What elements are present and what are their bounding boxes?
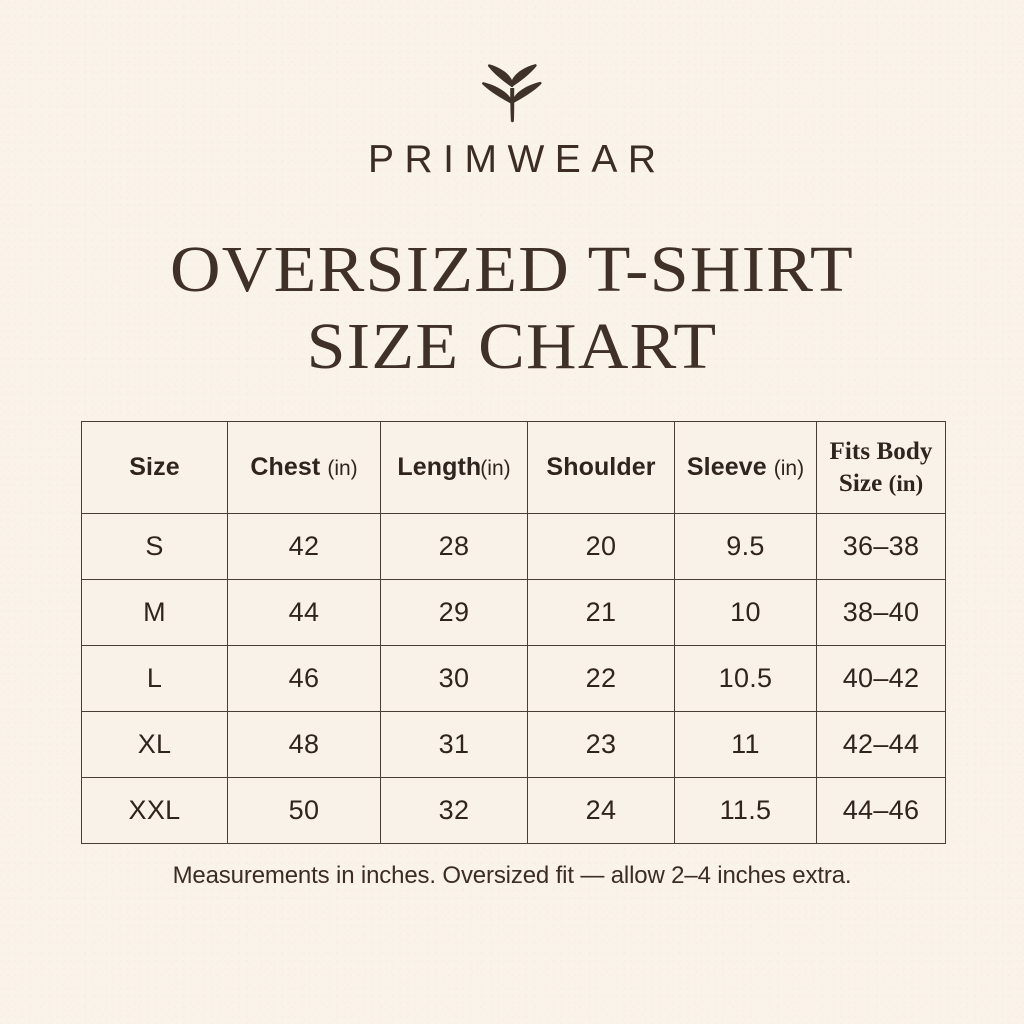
table-header-row: Size Chest (in) Length(in) Shoulder Slee…	[81, 421, 946, 514]
cell-length: 31	[380, 711, 528, 778]
column-header-length: Length(in)	[380, 421, 528, 514]
cell-sleeve: 10	[674, 579, 817, 646]
column-header-chest: Chest (in)	[227, 421, 381, 514]
cell-fits-body-size: 36–38	[816, 513, 946, 580]
cell-shoulder: 23	[527, 711, 675, 778]
table-row: M 44 29 21 10 38–40	[81, 579, 946, 646]
cell-fits-body-size: 40–42	[816, 645, 946, 712]
cell-size: L	[81, 645, 228, 712]
cell-chest: 42	[227, 513, 381, 580]
column-header-sleeve-unit: (in)	[773, 457, 805, 480]
table-row: S 42 28 20 9.5 36–38	[81, 513, 946, 580]
cell-sleeve: 11	[674, 711, 817, 778]
table-row: XL 48 31 23 11 42–44	[81, 711, 946, 778]
cell-fits-body-size: 42–44	[816, 711, 946, 778]
column-header-chest-unit: (in)	[327, 457, 358, 480]
sprout-icon	[474, 58, 550, 129]
column-header-length-label: Length	[397, 453, 482, 481]
page-title-line-1: OVERSIZED T-SHIRT	[169, 233, 855, 306]
column-header-length-unit: (in)	[480, 457, 511, 480]
cell-length: 32	[380, 777, 528, 844]
cell-sleeve: 11.5	[674, 777, 817, 844]
size-chart-table: Size Chest (in) Length(in) Shoulder Slee…	[81, 421, 946, 844]
column-header-size: Size	[81, 421, 228, 514]
cell-chest: 50	[227, 777, 381, 844]
cell-length: 28	[380, 513, 528, 580]
column-header-chest-label: Chest	[250, 453, 321, 481]
column-header-fits-body-size-label2: Size	[838, 469, 883, 497]
cell-sleeve: 10.5	[674, 645, 817, 712]
cell-shoulder: 21	[527, 579, 675, 646]
column-header-shoulder-label: Shoulder	[546, 453, 656, 481]
cell-size: S	[81, 513, 228, 580]
table-header: Size Chest (in) Length(in) Shoulder Slee…	[81, 421, 946, 514]
table-body: S 42 28 20 9.5 36–38 M 44 29 21 10 38–40…	[81, 513, 946, 844]
cell-size: XL	[81, 711, 228, 778]
column-header-size-label: Size	[129, 453, 180, 481]
cell-length: 30	[380, 645, 528, 712]
cell-shoulder: 22	[527, 645, 675, 712]
page-title-line-2: SIZE CHART	[306, 309, 718, 383]
column-header-fits-body-size-label: Fits Body	[829, 437, 933, 465]
column-header-sleeve: Sleeve (in)	[674, 421, 817, 514]
table-row: XXL 50 32 24 11.5 44–46	[81, 777, 946, 844]
cell-shoulder: 24	[527, 777, 675, 844]
table-row: L 46 30 22 10.5 40–42	[81, 645, 946, 712]
brand-name: PRIMWEAR	[368, 138, 667, 181]
cell-chest: 44	[227, 579, 381, 646]
cell-chest: 48	[227, 711, 381, 778]
cell-chest: 46	[227, 645, 381, 712]
column-header-fits-body-size: Fits Body Size (in)	[816, 421, 946, 514]
column-header-shoulder: Shoulder	[527, 421, 675, 514]
column-header-fits-body-size-unit: (in)	[888, 470, 924, 496]
column-header-sleeve-label: Sleeve	[686, 453, 767, 481]
brand-logo	[0, 58, 1024, 129]
cell-length: 29	[380, 579, 528, 646]
cell-shoulder: 20	[527, 513, 675, 580]
cell-fits-body-size: 38–40	[816, 579, 946, 646]
measurement-note: Measurements in inches. Oversized fit — …	[172, 862, 852, 889]
cell-fits-body-size: 44–46	[816, 777, 946, 844]
cell-sleeve: 9.5	[674, 513, 817, 580]
size-table-container: Size Chest (in) Length(in) Shoulder Slee…	[81, 421, 946, 844]
cell-size: M	[81, 579, 228, 646]
page-title: OVERSIZED T-SHIRT SIZE CHART	[0, 232, 1024, 385]
cell-size: XXL	[81, 777, 228, 844]
